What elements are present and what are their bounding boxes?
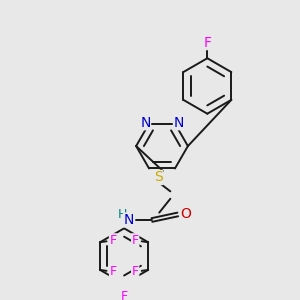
Text: N: N — [124, 213, 134, 227]
Text: F: F — [110, 265, 117, 278]
Text: N: N — [173, 116, 184, 130]
Text: O: O — [181, 208, 191, 221]
Text: F: F — [132, 234, 139, 247]
Text: F: F — [203, 35, 211, 50]
Text: N: N — [140, 116, 151, 130]
Text: F: F — [121, 290, 128, 300]
Text: S: S — [154, 170, 163, 184]
Text: F: F — [110, 234, 117, 247]
Text: F: F — [132, 265, 139, 278]
Text: H: H — [118, 208, 127, 221]
